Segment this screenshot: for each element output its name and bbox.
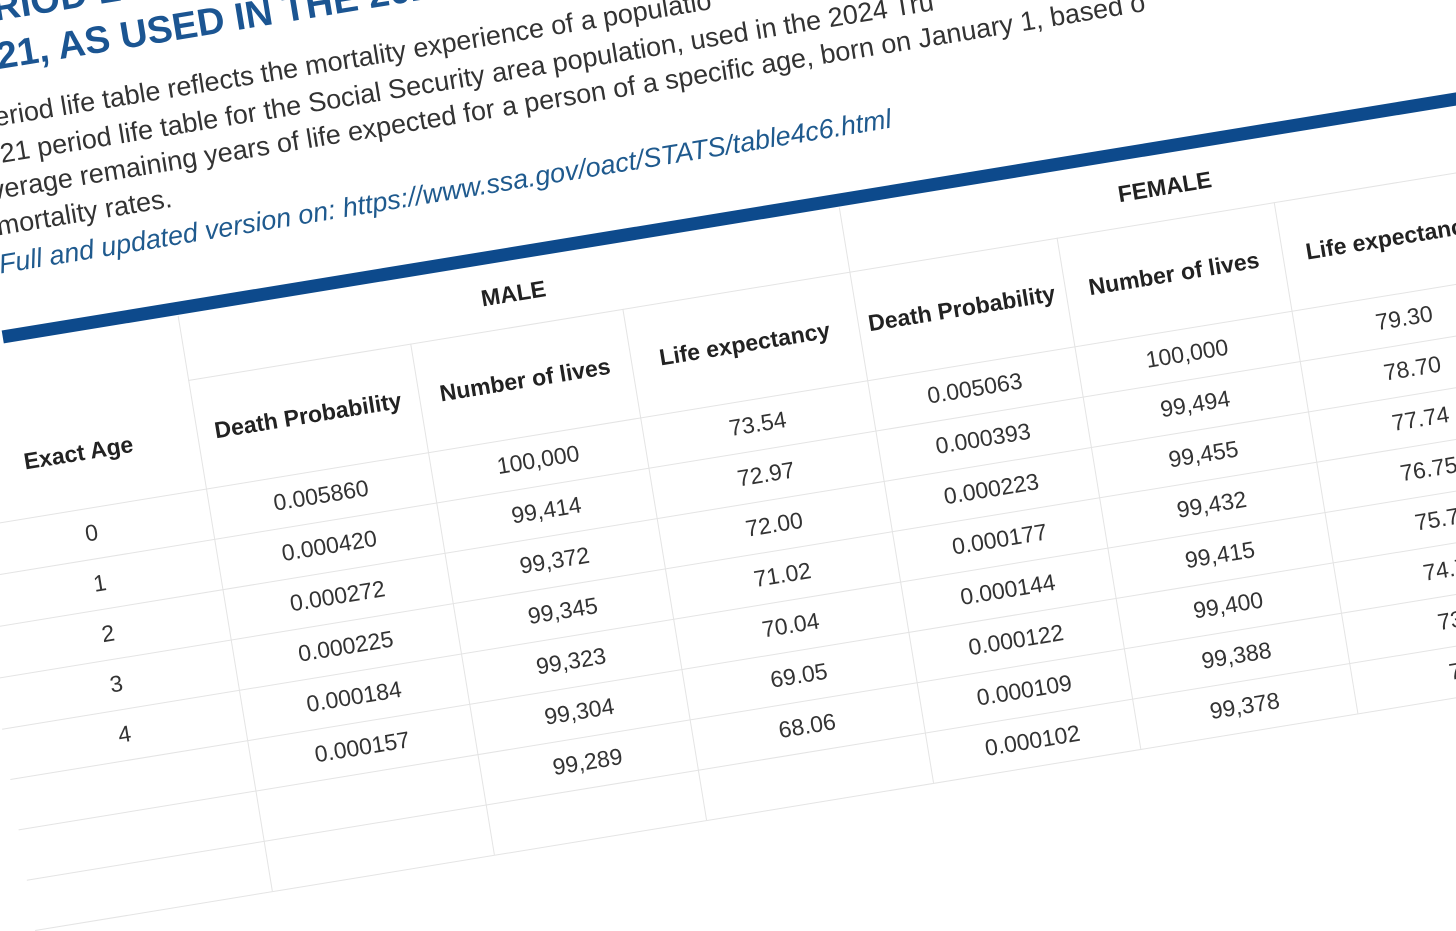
page: {"header": {"title_lines": ["ERIOD LIFE … (0, 0, 1456, 931)
